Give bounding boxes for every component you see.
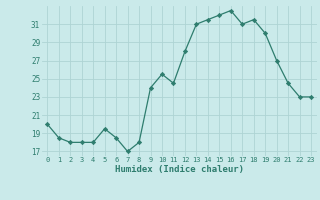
X-axis label: Humidex (Indice chaleur): Humidex (Indice chaleur) xyxy=(115,165,244,174)
